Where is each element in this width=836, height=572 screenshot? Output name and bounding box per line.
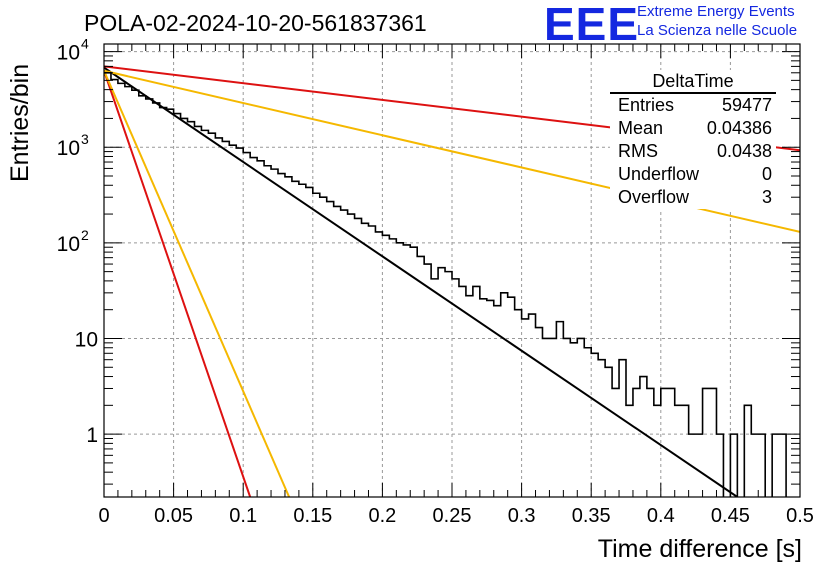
x-tick-label: 0.1 [229, 505, 257, 527]
x-tick-label: 0.15 [293, 505, 332, 527]
y-axis-label: Entries/bin [6, 63, 34, 182]
stats-row-entries: Entries 59477 [610, 94, 776, 117]
x-tick-label: 0.3 [508, 505, 536, 527]
logo-line-1: Extreme Energy Events [637, 3, 795, 20]
eee-logo-text: Extreme Energy Events La Scienza nelle S… [637, 2, 797, 40]
stats-label: Overflow [618, 187, 690, 207]
stats-row-overflow: Overflow 3 [610, 186, 776, 209]
stats-label: RMS [618, 141, 658, 161]
stats-label: Entries [618, 95, 675, 115]
stats-row-underflow: Underflow 0 [610, 163, 776, 186]
x-tick-label: 0 [98, 505, 109, 527]
stats-value: 0.0438 [716, 141, 772, 161]
x-tick-label: 0.45 [711, 505, 750, 527]
stats-value: 59477 [721, 95, 772, 115]
y-tick-exponent: 4 [81, 36, 89, 52]
x-axis-label: Time difference [s] [597, 535, 802, 563]
x-tick-label: 0.5 [786, 505, 814, 527]
stats-box: DeltaTime Entries 59477 Mean 0.04386 RMS… [610, 70, 776, 209]
stats-title: DeltaTime [610, 70, 776, 94]
histogram-group [104, 71, 787, 497]
stats-label: Mean [618, 118, 664, 138]
fit-line-4 [104, 70, 252, 497]
y-tick-label: 10 [57, 137, 80, 160]
y-tick-label: 10 [57, 233, 80, 256]
y-tick-exponent: 2 [81, 227, 89, 243]
x-tick-label: 0.25 [433, 505, 472, 527]
fit-line-1 [104, 66, 738, 497]
y-tick-label: 10 [57, 42, 80, 65]
stats-row-rms: RMS 0.0438 [610, 140, 776, 163]
chart-title: POLA-02-2024-10-20-561837361 [84, 10, 427, 36]
y-tick-exponent: 3 [81, 131, 89, 147]
stats-value: 3 [761, 187, 772, 207]
stats-value: 0 [761, 164, 772, 184]
stats-label: Underflow [618, 164, 700, 184]
histogram [104, 71, 787, 497]
eee-logo: EEE [544, 0, 640, 50]
x-tick-label: 0.4 [647, 505, 675, 527]
stats-value: 0.04386 [706, 118, 772, 138]
fit-line-5 [104, 70, 291, 497]
stats-row-mean: Mean 0.04386 [610, 117, 776, 140]
logo-line-2: La Scienza nelle Scuole [637, 22, 798, 39]
y-tick-label: 1 [86, 424, 98, 447]
x-tick-label: 0.2 [368, 505, 396, 527]
y-tick-label: 10 [75, 328, 98, 351]
x-tick-label: 0.05 [154, 505, 193, 527]
x-tick-label: 0.35 [572, 505, 611, 527]
